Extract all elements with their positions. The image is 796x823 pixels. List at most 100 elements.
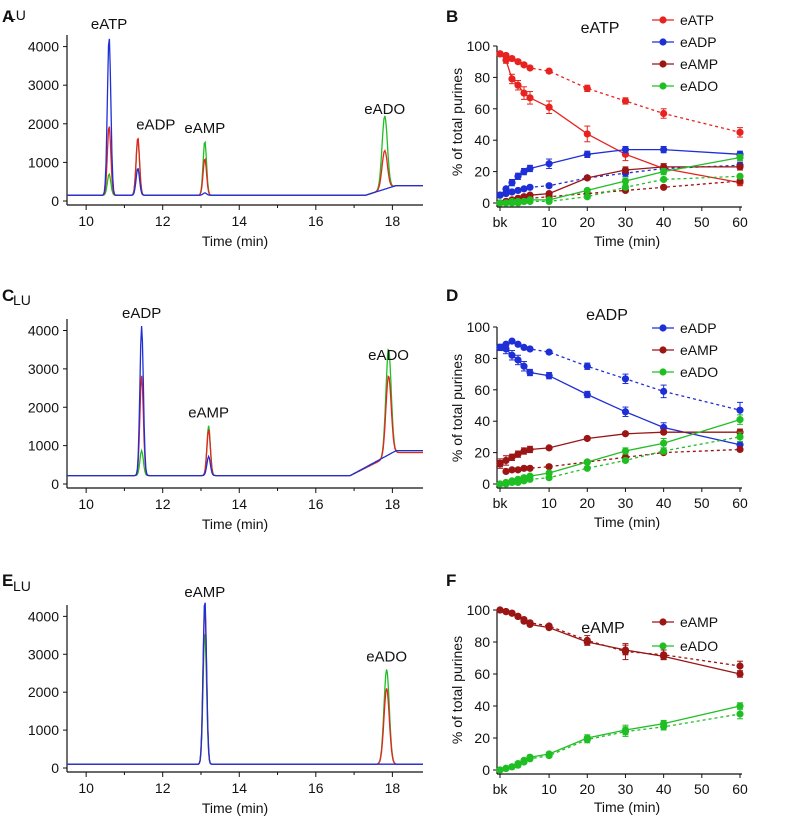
data-point: [621, 146, 630, 154]
legend-label: eAMP: [680, 342, 718, 358]
data-point: [508, 178, 516, 187]
y-tick-label: 20: [474, 164, 490, 180]
data-point: [520, 343, 528, 352]
y-tick-label: 4000: [28, 323, 59, 339]
y-tick-label: 0: [51, 193, 59, 209]
data-point: [496, 606, 504, 614]
data-point: [514, 81, 522, 89]
panel-letter: B: [446, 7, 458, 26]
data-point: [520, 89, 528, 97]
data-point: [526, 464, 534, 472]
data-point: [526, 64, 534, 72]
data-point: [526, 445, 534, 454]
data-point: [583, 390, 591, 399]
x-tick-label: 18: [385, 780, 401, 796]
data-point: [583, 186, 591, 195]
data-point: [660, 168, 668, 176]
data-point: [496, 480, 504, 488]
x-tick-label: 16: [308, 496, 324, 512]
data-point: [545, 474, 553, 482]
data-point: [502, 764, 510, 773]
panel-letter: F: [446, 571, 456, 590]
legend-label: eADP: [680, 320, 717, 336]
data-point: [526, 755, 534, 763]
data-point: [545, 103, 553, 111]
legend-marker: [659, 642, 667, 650]
x-axis-label: Time (min): [594, 233, 660, 249]
y-axis-label: % of total purines: [449, 354, 465, 462]
data-point: [736, 662, 744, 670]
x-axis-label: Time (min): [202, 516, 268, 532]
data-point: [520, 168, 528, 176]
data-point: [502, 608, 510, 616]
x-tick-label: bk: [493, 214, 509, 230]
data-point: [496, 199, 504, 207]
data-point: [583, 150, 591, 158]
data-point: [545, 622, 553, 630]
y-tick-label: 0: [482, 762, 490, 778]
data-point: [621, 728, 630, 736]
data-point: [502, 467, 510, 476]
data-point: [514, 58, 522, 66]
data-point: [621, 183, 630, 191]
data-point: [508, 337, 516, 345]
y-unit-label: LU: [8, 7, 26, 23]
y-axis-label: % of total purines: [449, 636, 465, 744]
data-point: [660, 387, 668, 395]
y-tick-label: 40: [474, 132, 490, 148]
x-tick-label: 30: [618, 214, 634, 230]
data-point: [508, 54, 516, 63]
data-point: [736, 433, 744, 441]
peak-label: eAMP: [184, 584, 225, 601]
chart-title: eADP: [586, 307, 628, 324]
data-point: [621, 408, 630, 416]
data-point: [545, 463, 553, 471]
data-point: [660, 439, 668, 447]
data-point: [502, 480, 510, 488]
legend-marker: [659, 324, 667, 332]
chart-title: eAMP: [581, 620, 625, 637]
data-point: [502, 189, 510, 198]
chart-title: eATP: [581, 20, 620, 37]
x-tick-label: bk: [493, 495, 509, 511]
data-point: [502, 340, 510, 348]
data-point: [508, 188, 516, 196]
panel-letter: D: [446, 286, 458, 305]
data-point: [520, 197, 528, 206]
data-point: [514, 466, 522, 474]
legend-marker: [659, 346, 667, 354]
x-tick-label: 18: [385, 213, 401, 229]
data-point: [520, 616, 528, 624]
x-tick-label: 10: [78, 213, 94, 229]
x-axis-label: Time (min): [594, 799, 660, 815]
x-tick-label: 10: [541, 781, 557, 797]
data-point: [508, 351, 516, 359]
y-tick-label: 3000: [28, 646, 59, 662]
y-tick-label: 60: [474, 101, 490, 117]
x-tick-label: bk: [493, 781, 509, 797]
legend-marker: [659, 38, 667, 46]
x-tick-label: 10: [541, 214, 557, 230]
legend-label: eADP: [680, 34, 717, 50]
data-point: [514, 478, 522, 487]
panel-a-chromatogram: ALU 0 1000 2000 3000 4000 10 12 14 16 18 Time (min)…: [2, 7, 423, 249]
data-point: [514, 186, 522, 195]
data-point: [508, 75, 516, 83]
data-point: [583, 130, 591, 138]
data-point: [514, 172, 522, 180]
data-point: [583, 362, 591, 370]
peak-label: eADP: [136, 116, 175, 133]
trace-blue: [67, 38, 423, 196]
data-point: [660, 723, 668, 731]
peak-label: eADP: [122, 305, 161, 322]
x-tick-label: 12: [155, 780, 171, 796]
peak-label: eADO: [366, 648, 407, 665]
x-tick-label: 20: [579, 214, 595, 230]
y-tick-label: 60: [474, 382, 490, 398]
x-tick-label: 30: [618, 495, 634, 511]
x-tick-label: 14: [231, 780, 247, 796]
x-tick-label: 12: [155, 496, 171, 512]
data-point: [583, 464, 591, 472]
legend-label: eAMP: [680, 614, 718, 630]
